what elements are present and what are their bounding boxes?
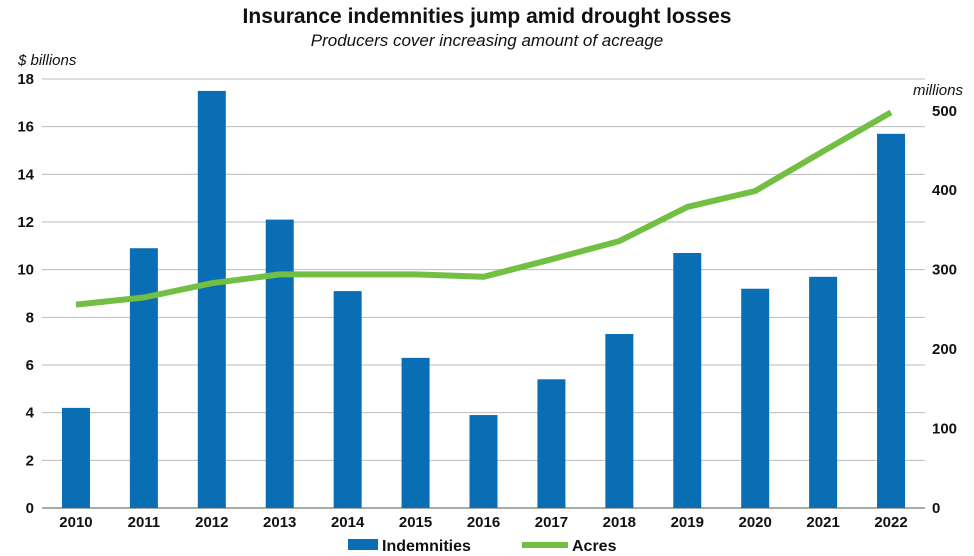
left-axis-unit: $ billions (17, 52, 77, 69)
bar-indemnities (333, 291, 362, 508)
x-axis-ticks: 2010 2011 2012 2013 2014 2015 2016 2017 2018 2019… (59, 514, 907, 531)
y-right-tick-label: 200 (932, 341, 957, 358)
x-tick-label: 2017 (535, 514, 568, 531)
left-axis-ticks: 0 2 4 6 8 10 12 14 16 18 (17, 71, 34, 517)
y-right-tick-label: 400 (932, 182, 957, 199)
x-tick-label: 2022 (874, 514, 907, 531)
legend: Indemnities Acres (348, 538, 617, 555)
bar-indemnities (469, 415, 498, 508)
x-tick-label: 2013 (263, 514, 296, 531)
y-left-tick-label: 0 (26, 500, 34, 517)
bar-indemnities (537, 379, 566, 508)
right-axis-ticks: 0 100 200 300 400 500 (932, 103, 957, 517)
y-left-tick-label: 4 (26, 405, 35, 422)
x-tick-label: 2016 (467, 514, 500, 531)
bar-indemnities (265, 219, 294, 508)
x-tick-label: 2019 (671, 514, 704, 531)
x-tick-label: 2011 (128, 514, 161, 531)
y-left-tick-label: 2 (26, 452, 34, 469)
gridlines (42, 78, 925, 461)
bar-indemnities (673, 252, 702, 508)
x-tick-label: 2010 (59, 514, 92, 531)
x-tick-label: 2012 (195, 514, 228, 531)
bar-indemnities (741, 288, 770, 508)
x-tick-label: 2014 (331, 514, 365, 531)
y-right-tick-label: 300 (932, 262, 957, 279)
y-left-tick-label: 12 (17, 214, 34, 231)
y-left-tick-label: 16 (17, 119, 34, 136)
bar-indemnities (61, 407, 90, 508)
series-line-acres (75, 109, 893, 308)
y-right-tick-label: 0 (932, 500, 940, 517)
legend-indemnities-label: Indemnities (382, 538, 471, 555)
bar-indemnities (197, 90, 226, 509)
right-axis-unit: millions (913, 82, 964, 99)
y-left-tick-label: 10 (17, 262, 34, 279)
chart-subtitle: Producers cover increasing amount of acr… (311, 31, 663, 50)
x-tick-label: 2015 (399, 514, 432, 531)
legend-indemnities-swatch (348, 539, 378, 550)
y-right-tick-label: 500 (932, 103, 957, 120)
bar-indemnities (809, 276, 838, 508)
bar-indemnities (605, 334, 634, 508)
bar-indemnities (401, 357, 430, 508)
chart-title: Insurance indemnities jump amid drought … (243, 5, 732, 28)
x-tick-label: 2021 (806, 514, 839, 531)
y-left-tick-label: 14 (17, 166, 34, 183)
x-tick-label: 2020 (739, 514, 772, 531)
acres-line (75, 109, 893, 308)
bar-indemnities (129, 248, 158, 508)
y-left-tick-label: 6 (26, 357, 34, 374)
y-right-tick-label: 100 (932, 421, 957, 438)
indemnities-bars (61, 90, 906, 509)
x-tick-label: 2018 (603, 514, 636, 531)
y-left-tick-label: 18 (17, 71, 34, 88)
legend-acres-label: Acres (572, 538, 617, 555)
y-left-tick-label: 8 (26, 309, 34, 326)
bar-indemnities (877, 133, 906, 509)
